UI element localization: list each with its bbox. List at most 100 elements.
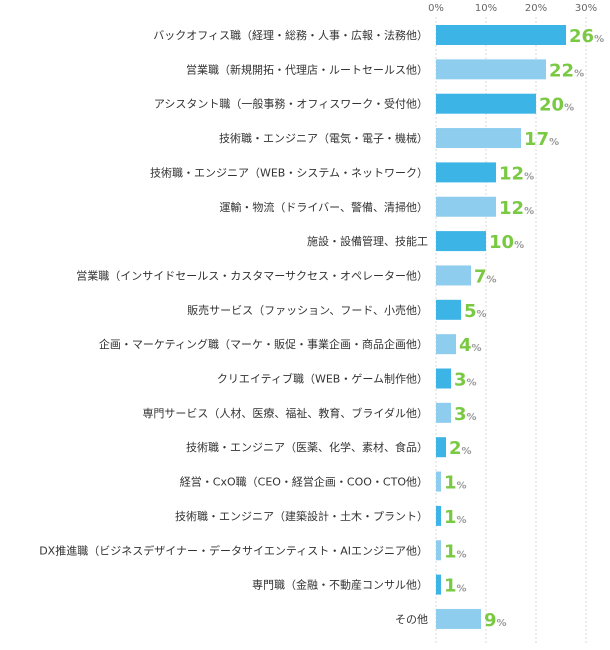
value-number: 17: [524, 129, 549, 150]
value-number: 20: [539, 95, 564, 116]
value-number: 9: [484, 610, 497, 631]
value-label: 3%: [454, 370, 477, 391]
category-label: 営業職（インサイドセールス・カスタマーサクセス・オペレーター他）: [76, 268, 428, 282]
value-number: 10: [489, 232, 514, 253]
value-number: 3: [454, 370, 467, 391]
value-label: 5%: [464, 301, 487, 322]
bar: [436, 59, 546, 80]
category-label: 技術職・エンジニア（WEB・システム・ネットワーク）: [150, 166, 428, 179]
value-number: 3: [454, 404, 467, 425]
value-label: 4%: [459, 335, 482, 356]
bar: [436, 437, 446, 458]
category-label: 営業職（新規開拓・代理店・ルートセールス他）: [186, 62, 428, 76]
value-label: 26%: [569, 26, 604, 47]
bars: [436, 25, 566, 629]
bar: [436, 574, 441, 595]
value-label: 1%: [444, 541, 467, 562]
value-number: 1: [444, 541, 457, 562]
value-unit: %: [487, 274, 497, 285]
category-label: 運輸・物流（ドライバー、警備、清掃他）: [219, 200, 428, 214]
value-label: 7%: [474, 266, 497, 287]
value-unit: %: [467, 378, 477, 389]
category-label: クリエイティブ職（WEB・ゲーム制作他）: [217, 372, 428, 386]
x-tick-label: 20%: [525, 3, 547, 14]
category-label: その他: [395, 613, 428, 626]
bar: [436, 25, 566, 45]
value-unit: %: [574, 68, 584, 79]
value-number: 1: [444, 473, 457, 494]
bar: [436, 505, 441, 526]
category-labels: バックオフィス職（経理・総務・人事・広報・法務他） 営業職（新規開拓・代理店・ルー…: [39, 28, 428, 626]
category-label: バックオフィス職（経理・総務・人事・広報・法務他）: [153, 28, 428, 42]
value-unit: %: [524, 171, 534, 182]
bar: [436, 265, 471, 286]
bar: [436, 128, 521, 149]
category-label: 販売サービス（ファッション、フード、小売他）: [187, 304, 428, 317]
value-number: 1: [444, 576, 457, 597]
x-axis-ticks: 0% 10% 20% 30%: [428, 3, 597, 14]
value-number: 4: [459, 335, 472, 356]
value-number: 7: [474, 266, 487, 287]
bar: [436, 196, 496, 217]
value-label: 17%: [524, 129, 559, 150]
bar: [436, 471, 441, 492]
value-label: 1%: [444, 473, 467, 494]
category-label: DX推進職（ビジネスデザイナー・データサイエンティスト・AIエンジニア他）: [39, 543, 428, 557]
category-label: 企画・マーケティング職（マーケ・販促・事業企画・商品企画他）: [99, 337, 428, 351]
category-label: 経営・CxO職（CEO・経営企画・COO・CTO他）: [180, 475, 428, 489]
value-label: 1%: [444, 576, 467, 597]
value-label: 2%: [449, 438, 472, 459]
value-unit: %: [549, 137, 559, 148]
value-unit: %: [564, 103, 574, 114]
bar: [436, 93, 536, 114]
bar: [436, 368, 451, 389]
category-label: 専門職（金融・不動産コンサル他）: [252, 578, 428, 592]
category-label: アシスタント職（一般事務・オフィスワーク・受付他）: [154, 97, 428, 111]
bar: [436, 402, 451, 423]
value-label: 1%: [444, 507, 467, 528]
value-unit: %: [524, 206, 534, 217]
bar: [436, 162, 496, 183]
category-label: 技術職・エンジニア（建築設計・土木・プラント）: [175, 509, 428, 523]
value-label: 22%: [549, 60, 584, 81]
bar: [436, 334, 456, 355]
value-unit: %: [457, 515, 467, 526]
value-label: 12%: [499, 163, 534, 184]
value-label: 3%: [454, 404, 477, 425]
gridlines: [435, 17, 587, 645]
x-tick-label: 0%: [428, 3, 444, 14]
value-unit: %: [457, 549, 467, 560]
bar: [436, 540, 441, 561]
bar: [436, 299, 461, 320]
value-unit: %: [457, 481, 467, 492]
x-tick-label: 30%: [575, 3, 597, 14]
value-unit: %: [514, 240, 524, 251]
category-label: 技術職・エンジニア（医薬、化学、素材、食品）: [186, 440, 428, 454]
value-unit: %: [594, 34, 604, 45]
bar: [436, 608, 481, 629]
value-label: 20%: [539, 95, 574, 116]
category-label: 技術職・エンジニア（電気・電子・機械）: [219, 131, 428, 145]
value-number: 2: [449, 438, 462, 459]
value-number: 12: [499, 198, 524, 219]
x-tick-label: 10%: [475, 3, 497, 14]
value-unit: %: [472, 343, 482, 354]
value-label: 12%: [499, 198, 534, 219]
value-unit: %: [457, 584, 467, 595]
value-number: 26: [569, 26, 594, 47]
value-unit: %: [467, 412, 477, 423]
value-unit: %: [497, 618, 507, 629]
value-number: 1: [444, 507, 457, 528]
bar: [436, 231, 486, 252]
category-label: 専門サービス（人材、医療、福祉、教育、ブライダル他）: [142, 406, 428, 420]
category-label: 施設・設備管理、技能工: [307, 234, 428, 248]
value-unit: %: [477, 309, 487, 320]
value-label: 9%: [484, 610, 507, 631]
value-number: 12: [499, 163, 524, 184]
value-unit: %: [462, 446, 472, 457]
value-label: 10%: [489, 232, 524, 253]
value-labels: 26%22%20%17%12%12%10%7%5%4%3%3%2%1%1%1%1…: [444, 26, 604, 631]
value-number: 5: [464, 301, 477, 322]
value-number: 22: [549, 60, 574, 81]
